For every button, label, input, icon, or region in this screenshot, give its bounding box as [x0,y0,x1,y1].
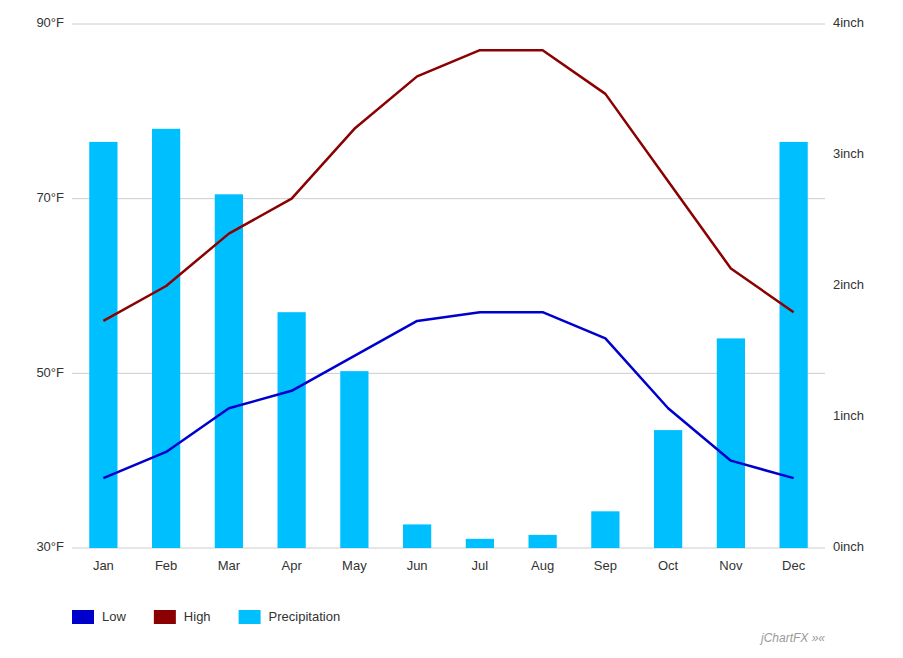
bar [466,539,494,548]
bar [780,142,808,548]
y-tick-label: 90°F [36,15,64,30]
line [103,50,793,321]
bar [403,524,431,548]
y2-tick-label: 0inch [833,539,864,554]
x-tick-label: Aug [531,558,554,573]
grid-line [72,548,825,549]
x-tick-label: Apr [282,558,303,573]
bar [717,338,745,548]
x-tick-label: Dec [782,558,806,573]
bar [340,371,368,548]
bar [215,194,243,548]
chart: 30°F 50°F 70°F 90°F 0inch 1inch 2inch 3inch 4inc… [0,0,903,658]
grid-line [72,373,825,374]
x-tick-label: Mar [218,558,241,573]
bar [529,535,557,548]
legend-label: Low [102,609,126,624]
bar [591,511,619,548]
bar [89,142,117,548]
y2-tick-label: 3inch [833,146,864,161]
grid-line [72,24,825,25]
background [0,0,903,658]
y-tick-label: 30°F [36,539,64,554]
legend-swatch [72,610,94,624]
x-tick-label: Oct [658,558,679,573]
x-tick-label: Feb [155,558,177,573]
bar [152,129,180,548]
legend-swatch [154,610,176,624]
line [103,312,793,478]
legend-label: Precipitation [269,609,341,624]
x-tick-label: Jan [93,558,114,573]
grid-line [72,198,825,199]
x-tick-label: Jun [407,558,428,573]
x-tick-label: Sep [594,558,617,573]
x-tick-label: Nov [719,558,743,573]
legend-label: High [184,609,211,624]
bar-series [89,129,807,548]
y2-tick-label: 1inch [833,408,864,423]
bar [278,312,306,548]
watermark: jChartFX »« [759,631,825,645]
legend-swatch [239,610,261,624]
y2-tick-label: 4inch [833,15,864,30]
y2-tick-label: 2inch [833,277,864,292]
x-tick-label: Jul [472,558,489,573]
y-tick-label: 70°F [36,190,64,205]
legend: Low High Precipitation [72,609,340,624]
plot-area [89,50,807,548]
grid [72,24,825,548]
x-tick-label: May [342,558,367,573]
y-tick-label: 50°F [36,365,64,380]
bar [654,430,682,548]
